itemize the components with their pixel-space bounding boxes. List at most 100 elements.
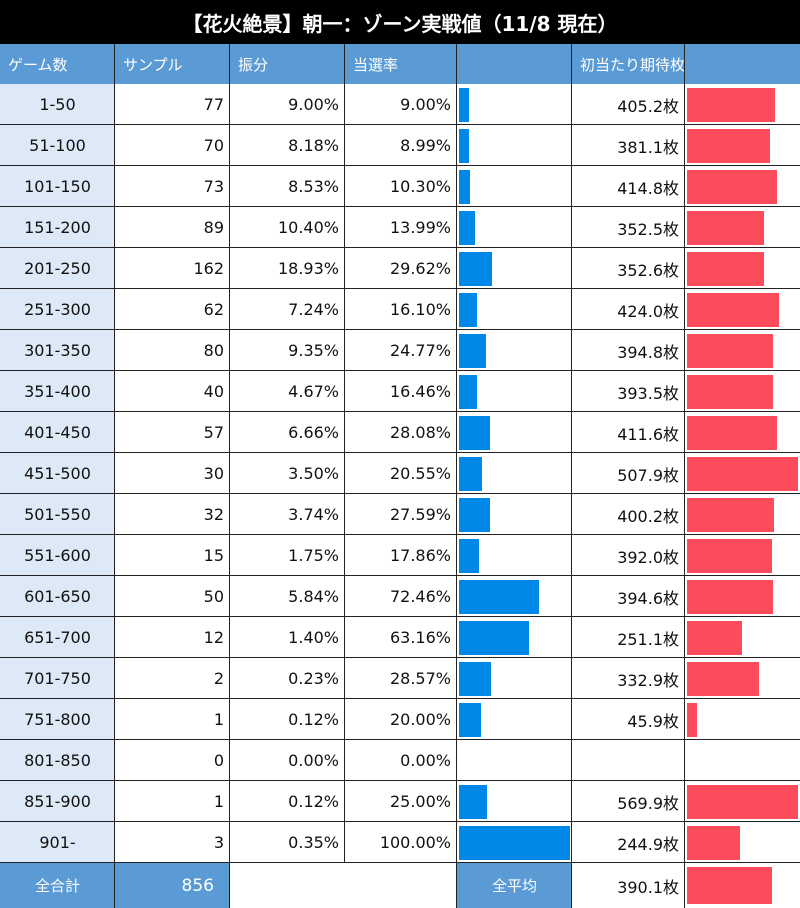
expected-bar (687, 416, 777, 450)
row-sample: 50 (203, 587, 224, 606)
row-distribution: 8.18% (288, 136, 339, 155)
row-expected: 394.6枚 (617, 588, 679, 608)
row-range: 801-850 (0, 740, 115, 781)
row-sample: 70 (203, 136, 224, 155)
row-hit-rate: 0.00% (400, 751, 451, 770)
row-hit-rate: 16.10% (389, 300, 451, 319)
row-sample: 77 (203, 95, 224, 114)
average-label: 全平均 (457, 863, 572, 908)
hit-rate-bar (459, 375, 478, 409)
grid-line (0, 206, 800, 207)
row-distribution: 9.35% (288, 341, 339, 360)
grid-line (0, 534, 800, 535)
grid-line (114, 44, 115, 863)
row-sample: 62 (203, 300, 224, 319)
expected-bar (687, 703, 697, 737)
row-sample: 1 (213, 792, 224, 811)
row-hit-rate: 100.00% (379, 833, 451, 852)
grid-line (0, 862, 800, 863)
row-expected (572, 740, 685, 781)
hit-rate-bar (459, 539, 479, 573)
row-expected: 381.1枚 (617, 137, 679, 157)
row-distribution: 7.24% (288, 300, 339, 319)
row-sample: 2 (213, 669, 224, 688)
row-range: 51-100 (0, 125, 115, 166)
grid-line (456, 44, 457, 863)
row-distribution: 9.00% (288, 95, 339, 114)
row-expected: 414.8枚 (617, 178, 679, 198)
row-range: 851-900 (0, 781, 115, 822)
hit-rate-bar (459, 785, 487, 819)
row-distribution: 4.67% (288, 382, 339, 401)
row-hit-rate: 24.77% (389, 341, 451, 360)
row-distribution: 0.23% (288, 669, 339, 688)
hit-rate-bar (459, 293, 477, 327)
row-hit-rate: 29.62% (389, 259, 451, 278)
grid-line (0, 247, 800, 248)
expected-bar (687, 334, 773, 368)
row-hit-rate: 72.46% (389, 587, 451, 606)
hit-rate-bar (459, 826, 570, 860)
row-expected: 332.9枚 (617, 670, 679, 690)
expected-bar (687, 170, 778, 204)
hit-rate-bar (459, 170, 471, 204)
row-expected: 352.5枚 (617, 219, 679, 239)
grid-line (0, 780, 800, 781)
grid-line (0, 452, 800, 453)
chart-title: 【花火絶景】朝一：ゾーン実戦値（11/8 現在） (0, 0, 800, 44)
hit-rate-bar (459, 129, 469, 163)
hit-rate-bar (459, 416, 491, 450)
row-sample: 3 (213, 833, 224, 852)
expected-bar (687, 88, 776, 122)
row-range: 201-250 (0, 248, 115, 289)
header-hit-rate: 当選率 (345, 44, 457, 84)
hit-rate-bar (459, 662, 491, 696)
row-distribution: 10.40% (277, 218, 339, 237)
expected-bar (687, 785, 798, 819)
grid-line (0, 124, 800, 125)
hit-rate-bar (459, 334, 487, 368)
row-range: 251-300 (0, 289, 115, 330)
row-sample: 15 (203, 546, 224, 565)
row-hit-rate: 8.99% (400, 136, 451, 155)
row-expected: 45.9枚 (627, 711, 679, 731)
hit-rate-bar (459, 703, 482, 737)
row-hit-rate: 20.00% (389, 710, 451, 729)
row-hit-rate: 28.57% (389, 669, 451, 688)
row-range: 1-50 (0, 84, 115, 125)
hit-rate-bar (459, 457, 482, 491)
row-sample: 32 (203, 505, 224, 524)
average-expected: 390.1枚 (617, 877, 679, 897)
row-expected: 392.0枚 (617, 547, 679, 567)
grid-line (684, 863, 685, 908)
grid-line (0, 575, 800, 576)
row-distribution: 6.66% (288, 423, 339, 442)
row-range: 601-650 (0, 576, 115, 617)
row-expected: 424.0枚 (617, 301, 679, 321)
row-range: 151-200 (0, 207, 115, 248)
total-label: 全合計 (0, 863, 115, 908)
expected-bar (687, 539, 773, 573)
row-hit-rate: 13.99% (389, 218, 451, 237)
row-distribution: 1.40% (288, 628, 339, 647)
row-sample: 1 (213, 710, 224, 729)
row-distribution: 0.12% (288, 710, 339, 729)
row-distribution: 8.53% (288, 177, 339, 196)
grid-line (456, 863, 457, 908)
hit-rate-bar (459, 580, 540, 614)
row-hit-rate: 25.00% (389, 792, 451, 811)
row-range: 901- (0, 822, 115, 863)
expected-bar (687, 375, 773, 409)
expected-bar (687, 457, 798, 491)
row-range: 301-350 (0, 330, 115, 371)
grid-line (0, 493, 800, 494)
hit-rate-bar (459, 621, 530, 655)
expected-bar (687, 129, 770, 163)
grid-line (229, 863, 230, 908)
grid-line (0, 370, 800, 371)
row-range: 751-800 (0, 699, 115, 740)
expected-bar (687, 826, 741, 860)
row-hit-rate: 9.00% (400, 95, 451, 114)
row-expected: 352.6枚 (617, 260, 679, 280)
expected-bar (687, 293, 780, 327)
